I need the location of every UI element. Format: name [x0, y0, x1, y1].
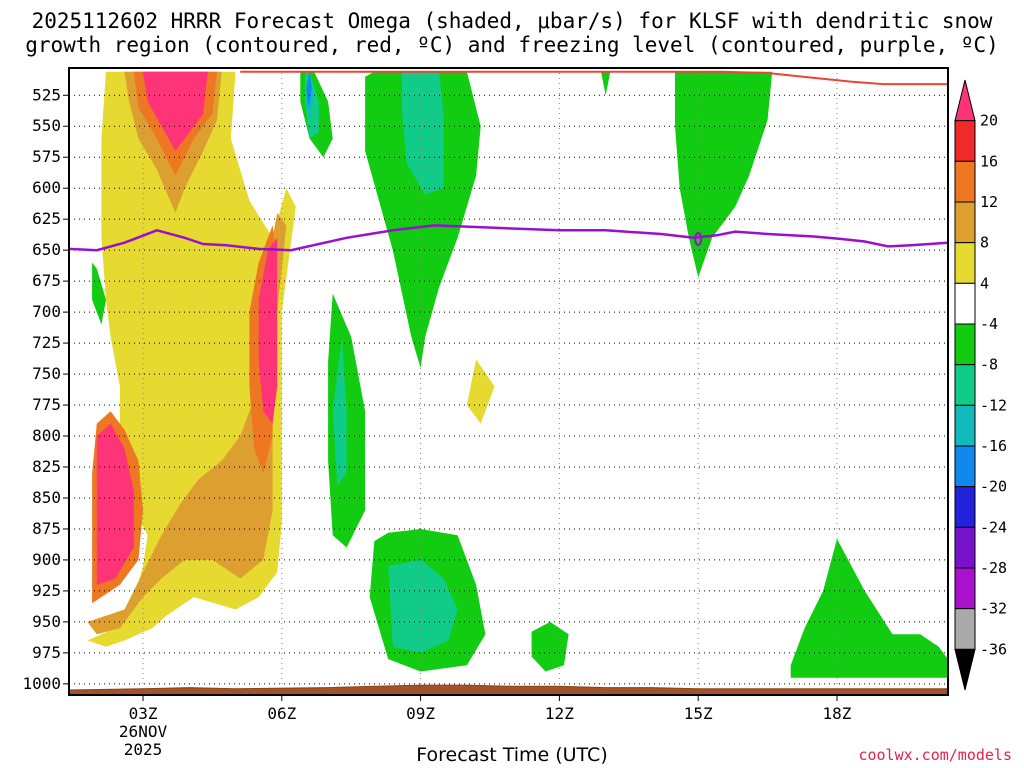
colorbar-label: 16	[980, 152, 998, 170]
y-tick-label: 850	[32, 488, 61, 507]
omega-region-23	[402, 71, 444, 195]
x-tick-sublabel: 26NOV	[119, 722, 168, 741]
omega-shading	[78, 71, 948, 678]
y-tick-label: 700	[32, 302, 61, 321]
x-tick-label: 15Z	[684, 704, 713, 723]
y-tick-label: 950	[32, 612, 61, 631]
colorbar-band	[954, 567, 976, 610]
x-tick-label: 12Z	[545, 704, 574, 723]
y-tick-label: 925	[32, 581, 61, 600]
terrain-ground	[69, 684, 948, 695]
y-tick-label: 875	[32, 519, 61, 538]
omega-region-13	[379, 411, 426, 567]
omega-region-14	[698, 361, 824, 585]
y-tick-label: 800	[32, 426, 61, 445]
colorbar-arrow-bottom	[954, 648, 976, 691]
colorbar-band	[954, 486, 976, 528]
colorbar-label: -28	[980, 559, 1007, 577]
dendritic-isotherm-line	[240, 70, 948, 86]
omega-region-26	[531, 621, 569, 672]
omega-region-8	[96, 423, 134, 585]
omega-region-15	[92, 262, 106, 325]
omega-region-28	[601, 71, 611, 96]
x-tick-sublabel: 2025	[124, 740, 163, 759]
colorbar-label: -24	[980, 518, 1007, 536]
omega-region-29	[790, 538, 948, 678]
omega-region-2	[87, 213, 287, 635]
colorbar-band	[954, 282, 976, 325]
chart-title-line1: 2025112602 HRRR Forecast Omega (shaded, …	[31, 9, 993, 33]
x-axis-title: Forecast Time (UTC)	[416, 744, 608, 766]
y-tick-label: 825	[32, 457, 61, 476]
y-tick-label: 650	[32, 240, 61, 259]
colorbar-band	[954, 404, 976, 447]
y-axis: 525 550 575 600 625 650 675 700 725 750 775 800 825 8…	[22, 85, 69, 693]
colorbar-band	[954, 160, 976, 203]
freezing-level-line	[69, 224, 948, 252]
freezing-level-loop	[694, 232, 703, 246]
source-credit: coolwx.com/models	[858, 746, 1012, 764]
y-tick-label: 625	[32, 209, 61, 228]
colorbar-label: -8	[980, 356, 998, 374]
omega-region-19	[306, 71, 312, 108]
omega-region-25	[388, 559, 458, 653]
colorbar-label: -36	[980, 640, 1007, 658]
y-tick-label: 725	[32, 333, 61, 352]
x-tick-label: 03Z	[129, 704, 158, 723]
y-tick-label: 1000	[22, 674, 61, 693]
colorbar-label: -4	[980, 315, 998, 333]
colorbar-band	[954, 242, 976, 284]
colorbar-band	[954, 608, 976, 650]
x-tick-label: 18Z	[823, 704, 852, 723]
colorbar-band	[954, 201, 976, 244]
x-tick-label: 09Z	[406, 704, 435, 723]
omega-region-10	[323, 132, 342, 238]
omega-region-11	[448, 312, 527, 523]
colorbar-label: 12	[980, 193, 998, 211]
y-tick-label: 525	[32, 85, 61, 104]
colorbar-band	[954, 364, 976, 406]
y-tick-label: 675	[32, 271, 61, 290]
plot-frame	[68, 67, 949, 696]
colorbar-band	[954, 323, 976, 366]
colorbar-arrow-top	[954, 79, 976, 122]
colorbar-label: -16	[980, 437, 1007, 455]
colorbar-label: 4	[980, 274, 989, 292]
omega-region-27	[675, 71, 773, 278]
y-tick-label: 775	[32, 395, 61, 414]
colorbar-band	[954, 526, 976, 569]
omega-region-21	[332, 336, 347, 486]
colorbar-band	[954, 445, 976, 488]
colorbar: 20 16 12 8 4 -4 -8 -12 -16 -20 -24 -28 -32 -36	[954, 79, 1007, 691]
x-tick-label: 06Z	[267, 704, 296, 723]
chart-title-line2: growth region (contoured, red, ºC) and f…	[25, 33, 999, 57]
colorbar-label: 20	[980, 112, 998, 130]
omega-region-9	[258, 237, 278, 424]
colorbar-label: -20	[980, 478, 1007, 496]
colorbar-label: -32	[980, 600, 1007, 618]
colorbar-label: 8	[980, 234, 989, 252]
y-tick-label: 750	[32, 364, 61, 383]
y-tick-label: 975	[32, 643, 61, 662]
y-tick-label: 900	[32, 550, 61, 569]
y-tick-label: 600	[32, 178, 61, 197]
contour-lines	[69, 70, 948, 695]
y-tick-label: 575	[32, 147, 61, 166]
colorbar-band	[954, 120, 976, 162]
omega-region-22	[365, 71, 481, 368]
colorbar-label: -12	[980, 396, 1007, 414]
omega-region-12	[466, 359, 495, 424]
omega-region-7	[143, 71, 208, 151]
y-tick-label: 550	[32, 116, 61, 135]
